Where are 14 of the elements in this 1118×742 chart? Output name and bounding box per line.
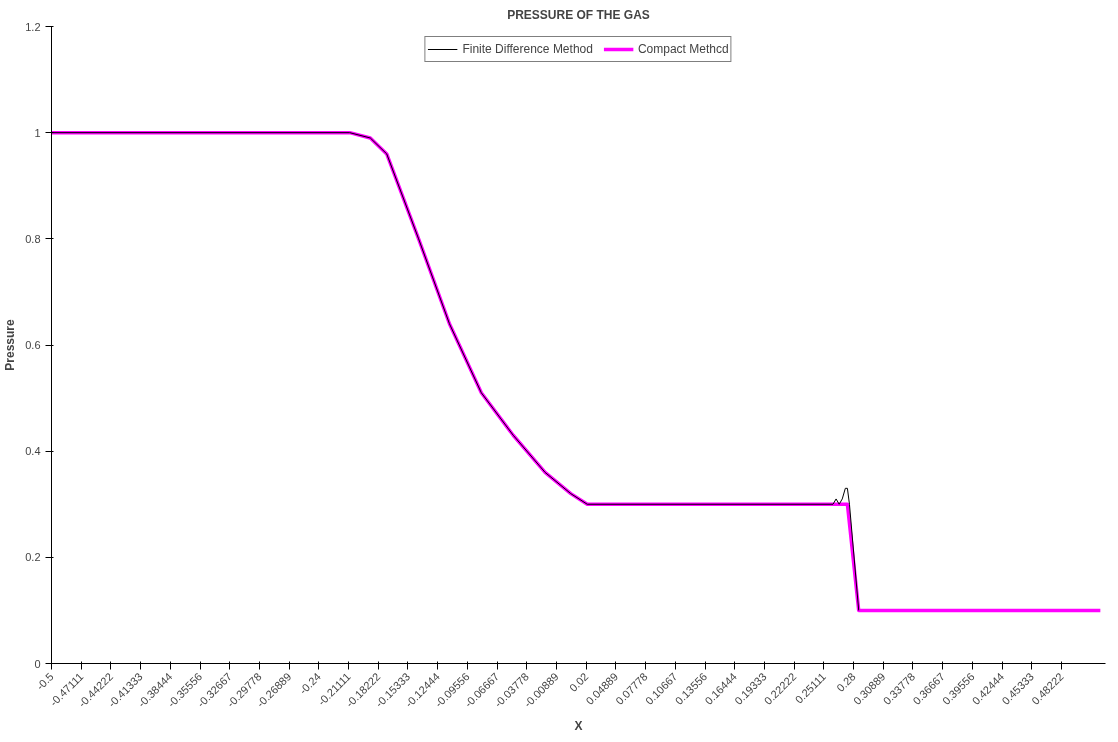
y-tick-label: 1 xyxy=(34,126,41,139)
chart-title: PRESSURE OF THE GAS xyxy=(507,7,650,22)
x-tick-label: 0.28 xyxy=(834,670,858,694)
y-tick-label: 1.2 xyxy=(25,20,41,33)
x-axis-title: X xyxy=(574,718,583,733)
legend-label: Compact Methcd xyxy=(637,42,729,56)
legend-label: Finite Difference Method xyxy=(462,42,593,56)
y-tick-label: 0 xyxy=(34,657,41,670)
y-axis-title: Pressure xyxy=(3,318,18,371)
y-tick-label: 0.6 xyxy=(25,339,41,351)
y-tick-label: 0.4 xyxy=(25,445,41,458)
y-tick-label: 0.8 xyxy=(25,232,41,245)
y-tick-label: 0.2 xyxy=(25,551,41,564)
x-tick-label: -0.5 xyxy=(33,670,56,693)
